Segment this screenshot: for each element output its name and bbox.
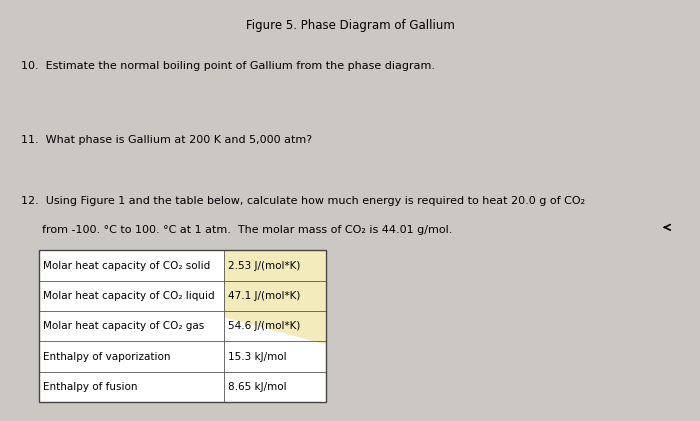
Text: 2.53 J/(mol*K): 2.53 J/(mol*K) xyxy=(228,261,300,271)
Text: 47.1 J/(mol*K): 47.1 J/(mol*K) xyxy=(228,291,300,301)
Text: 10.  Estimate the normal boiling point of Gallium from the phase diagram.: 10. Estimate the normal boiling point of… xyxy=(21,61,435,71)
Text: Figure 5. Phase Diagram of Gallium: Figure 5. Phase Diagram of Gallium xyxy=(246,19,454,32)
Text: 11.  What phase is Gallium at 200 K and 5,000 atm?: 11. What phase is Gallium at 200 K and 5… xyxy=(21,135,312,145)
Polygon shape xyxy=(224,250,326,344)
Text: Molar heat capacity of CO₂ gas: Molar heat capacity of CO₂ gas xyxy=(43,321,204,331)
Text: 54.6 J/(mol*K): 54.6 J/(mol*K) xyxy=(228,321,300,331)
Text: from -100. °C to 100. °C at 1 atm.  The molar mass of CO₂ is 44.01 g/mol.: from -100. °C to 100. °C at 1 atm. The m… xyxy=(21,225,452,235)
Text: Enthalpy of fusion: Enthalpy of fusion xyxy=(43,382,137,392)
Text: 12.  Using Figure 1 and the table below, calculate how much energy is required t: 12. Using Figure 1 and the table below, … xyxy=(21,196,585,206)
Text: Molar heat capacity of CO₂ liquid: Molar heat capacity of CO₂ liquid xyxy=(43,291,214,301)
Text: Enthalpy of vaporization: Enthalpy of vaporization xyxy=(43,352,170,362)
Text: Molar heat capacity of CO₂ solid: Molar heat capacity of CO₂ solid xyxy=(43,261,210,271)
Text: 15.3 kJ/mol: 15.3 kJ/mol xyxy=(228,352,287,362)
Text: 8.65 kJ/mol: 8.65 kJ/mol xyxy=(228,382,287,392)
